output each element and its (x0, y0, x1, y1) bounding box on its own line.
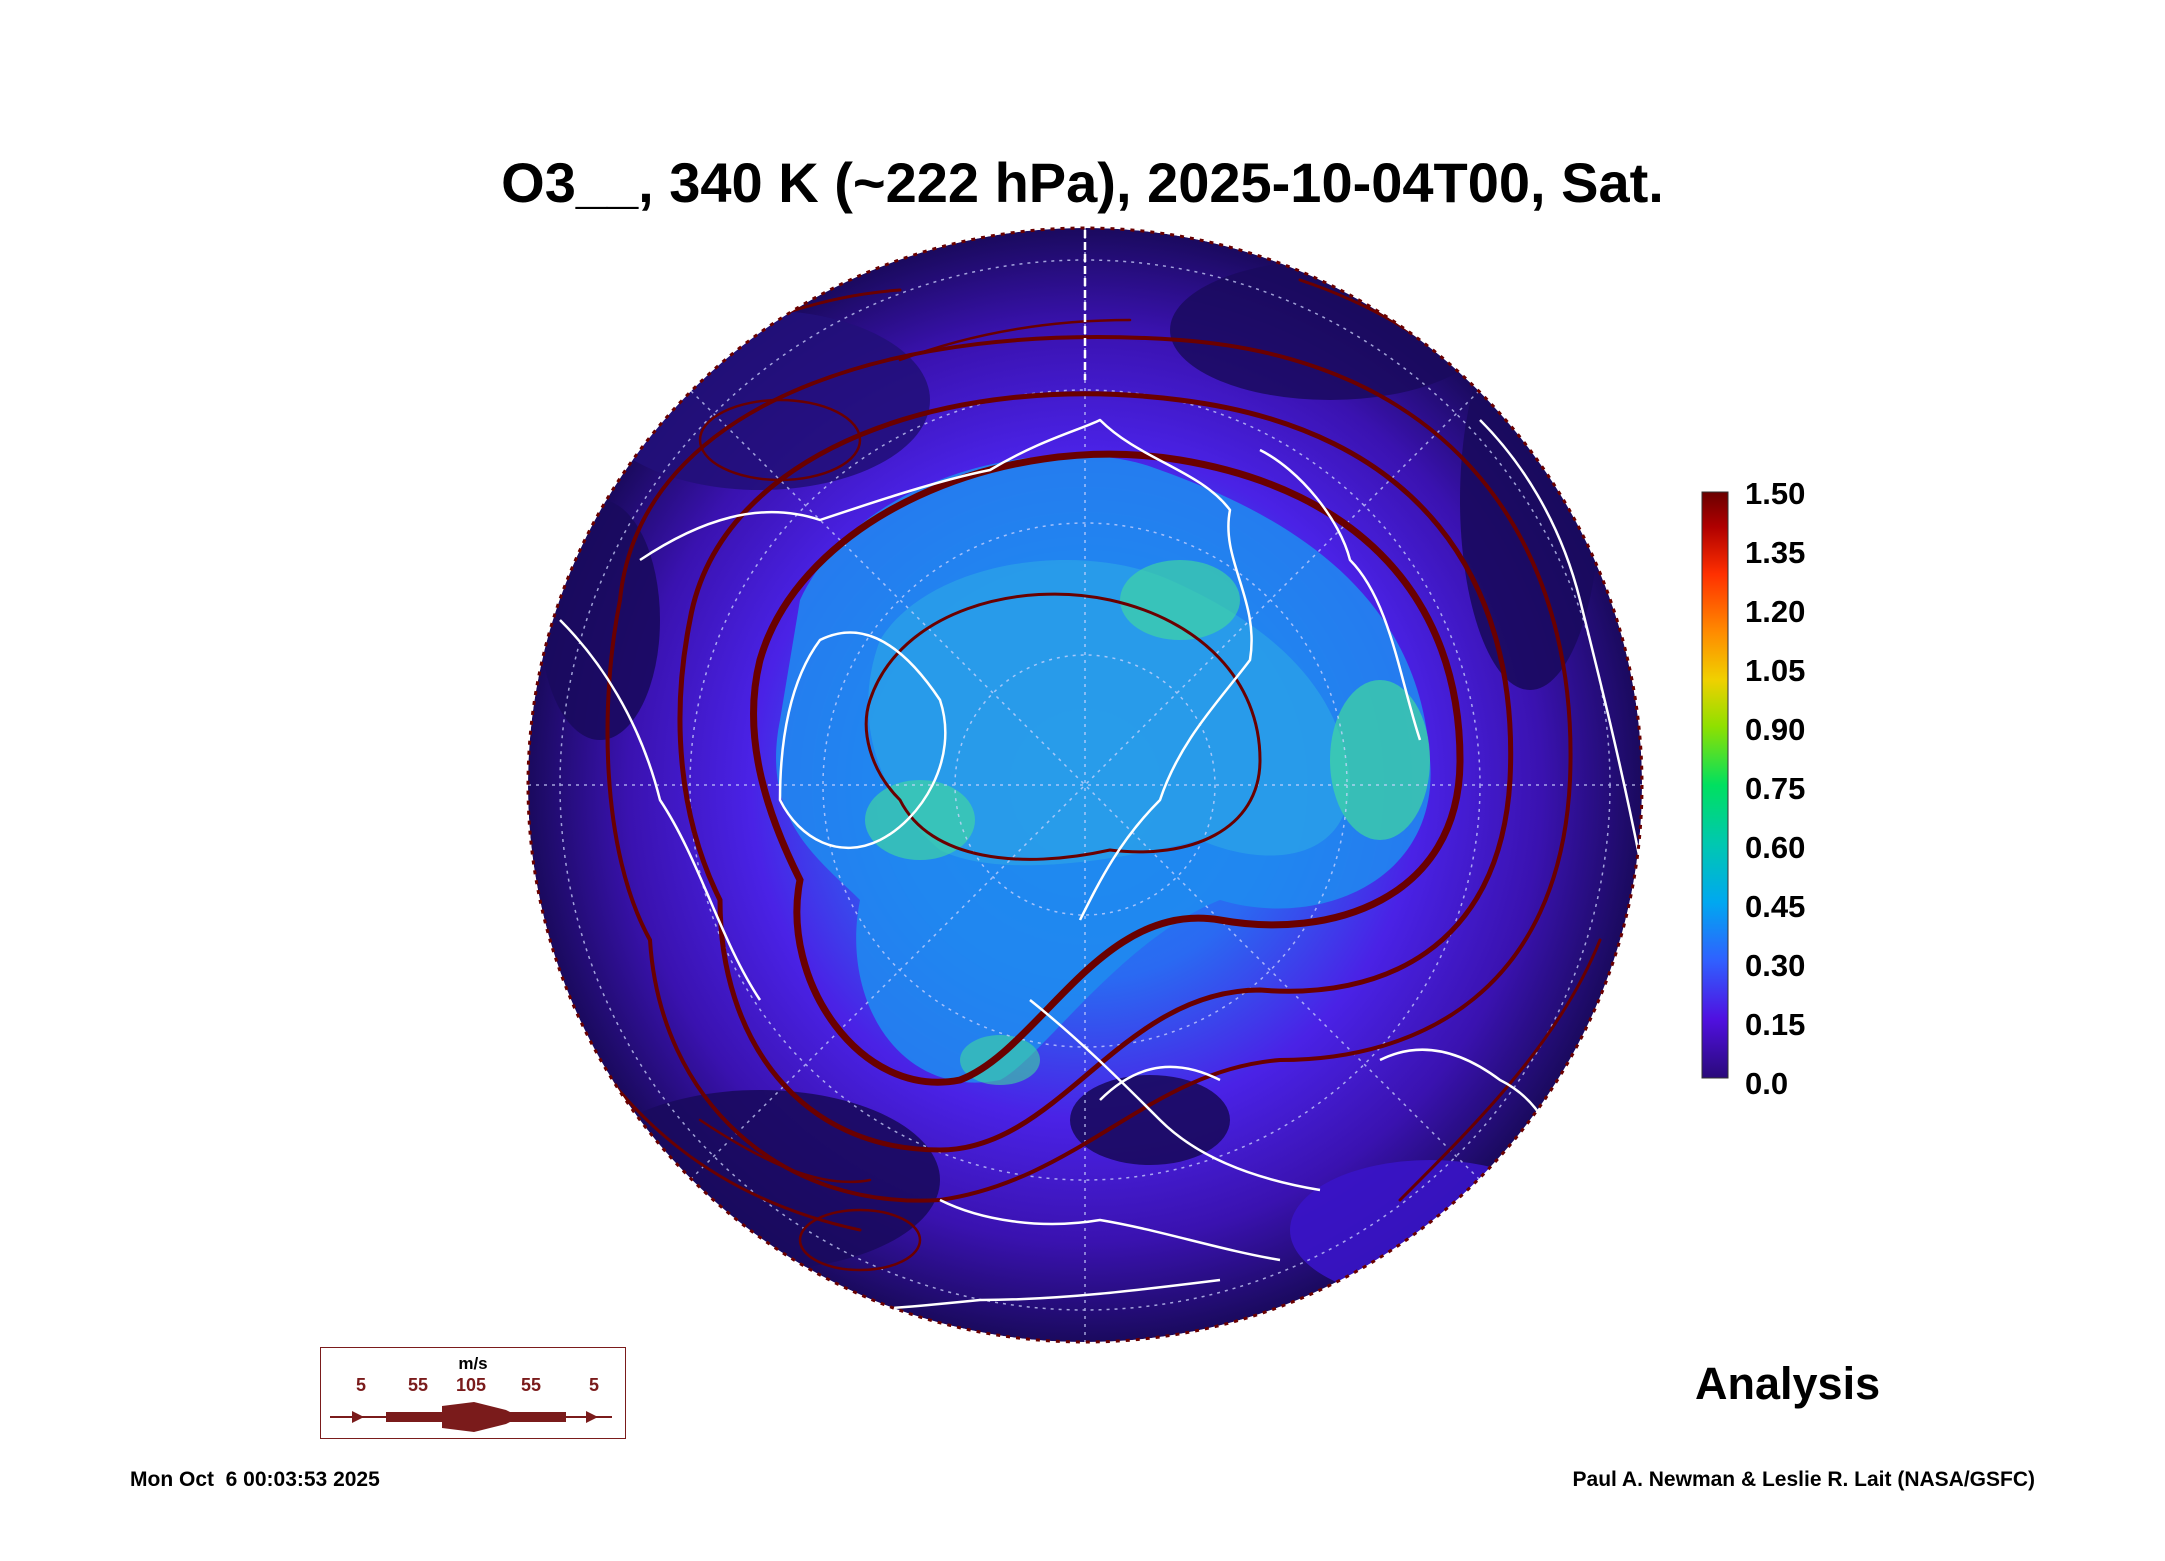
colorbar-label: 0.90 (1745, 712, 1806, 747)
wind-legend-value: 5 (589, 1375, 600, 1395)
graticule (528, 228, 1642, 1342)
colorbar-label: 0.75 (1745, 771, 1806, 806)
map-title: O3__, 340 K (~222 hPa), 2025-10-04T00, S… (501, 151, 1664, 214)
colorbar-label: 0.60 (1745, 830, 1806, 865)
colorbar (1701, 491, 1729, 1079)
colorbar-label: 0.0 (1745, 1066, 1789, 1101)
timestamp: Mon Oct 6 00:03:53 2025 (130, 1468, 380, 1491)
wind-legend-value: 105 (456, 1375, 487, 1395)
colorbar-label: 1.35 (1745, 535, 1806, 570)
colorbar-label: 0.45 (1745, 889, 1806, 924)
wind-legend-arrow (330, 1402, 612, 1432)
colorbar-label: 0.30 (1745, 948, 1806, 983)
colorbar-label: 0.15 (1745, 1007, 1806, 1042)
wind-legend-value: 55 (408, 1375, 429, 1395)
wind-speed-legend: m/s 5 55 105 55 5 (320, 1347, 626, 1439)
credits: Paul A. Newman & Leslie R. Lait (NASA/GS… (1572, 1468, 2035, 1491)
ozone-field (528, 228, 1642, 1342)
wind-legend-unit: m/s (458, 1354, 488, 1373)
analysis-label: Analysis (1695, 1358, 1881, 1409)
colorbar-label: 1.50 (1745, 476, 1806, 511)
wind-legend-value: 55 (521, 1375, 542, 1395)
colorbar-label: 1.05 (1745, 653, 1806, 688)
wind-legend-value: 5 (356, 1375, 367, 1395)
colorbar-label: 1.20 (1745, 594, 1806, 629)
